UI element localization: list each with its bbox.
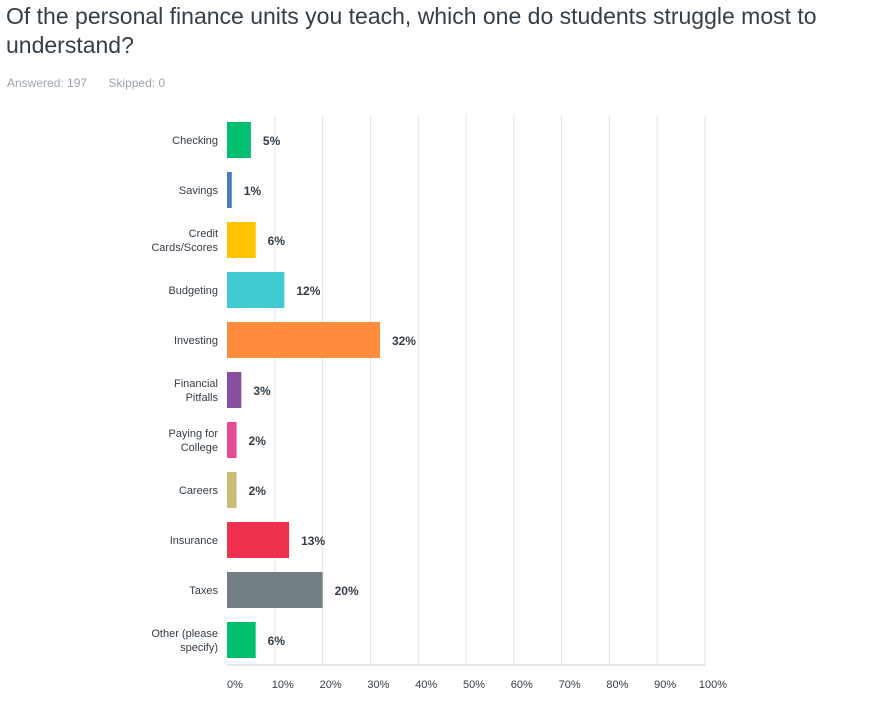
response-stats: Answered: 197 Skipped: 0 [7,76,165,90]
category-label: Taxes [189,585,218,597]
category-label: Credit Cards/Scores [151,228,218,254]
bar-value-label: 1% [244,184,262,198]
category-labels: Checking Savings Credit Cards/Scores Budgeti… [151,135,218,654]
bar [227,622,256,658]
category-label: Financial Pitfalls [174,378,219,404]
bar-value-label: 6% [268,234,286,248]
value-labels: 5% 1% 6% 12% 32% 3% 2% 2% 13% 20% 6% [244,134,417,648]
category-label: Savings [179,185,219,197]
category-label: Paying for College [168,428,218,454]
category-label: Other (please specify) [151,628,218,654]
skipped-count: Skipped: 0 [108,76,166,90]
bar-value-label: 3% [253,384,271,398]
x-tick-label: 100% [699,679,727,691]
x-tick-label: 50% [463,679,485,691]
x-tick-label: 30% [367,679,389,691]
x-tick-label: 80% [606,679,628,691]
bar [227,122,251,158]
bar-value-label: 32% [392,334,416,348]
category-label: Careers [179,485,219,497]
bar [227,322,380,358]
bar [227,422,237,458]
bar-value-label: 2% [249,484,267,498]
bar-value-label: 20% [335,584,359,598]
x-tick-label: 40% [415,679,437,691]
x-tick-label: 70% [559,679,581,691]
x-tick-label: 0% [227,679,243,691]
x-tick-label: 20% [320,679,342,691]
question-title: Of the personal finance units you teach,… [6,3,817,58]
bar-value-label: 2% [249,434,267,448]
bar [227,472,237,508]
category-label: Insurance [170,535,218,547]
bar [227,272,285,308]
x-tick-label: 90% [654,679,676,691]
bar [227,372,242,408]
bar [227,222,256,258]
category-label: Investing [174,335,218,347]
x-axis-tick-labels: 0% 10% 20% 30% 40% 50% 60% 70% 80% 90% 100% [227,679,727,691]
category-label: Budgeting [168,285,218,297]
category-label: Checking [172,135,218,147]
bar [227,172,232,208]
chart-grid [274,115,706,665]
answered-count: Answered: 197 [7,76,88,90]
bar [227,522,290,558]
bar-value-label: 6% [268,634,286,648]
bar-value-label: 5% [263,134,281,148]
x-tick-label: 10% [272,679,294,691]
bar-value-label: 12% [296,284,320,298]
bar-value-label: 13% [301,534,325,548]
x-tick-label: 60% [511,679,533,691]
chart-bars [227,122,380,658]
bar [227,572,323,608]
